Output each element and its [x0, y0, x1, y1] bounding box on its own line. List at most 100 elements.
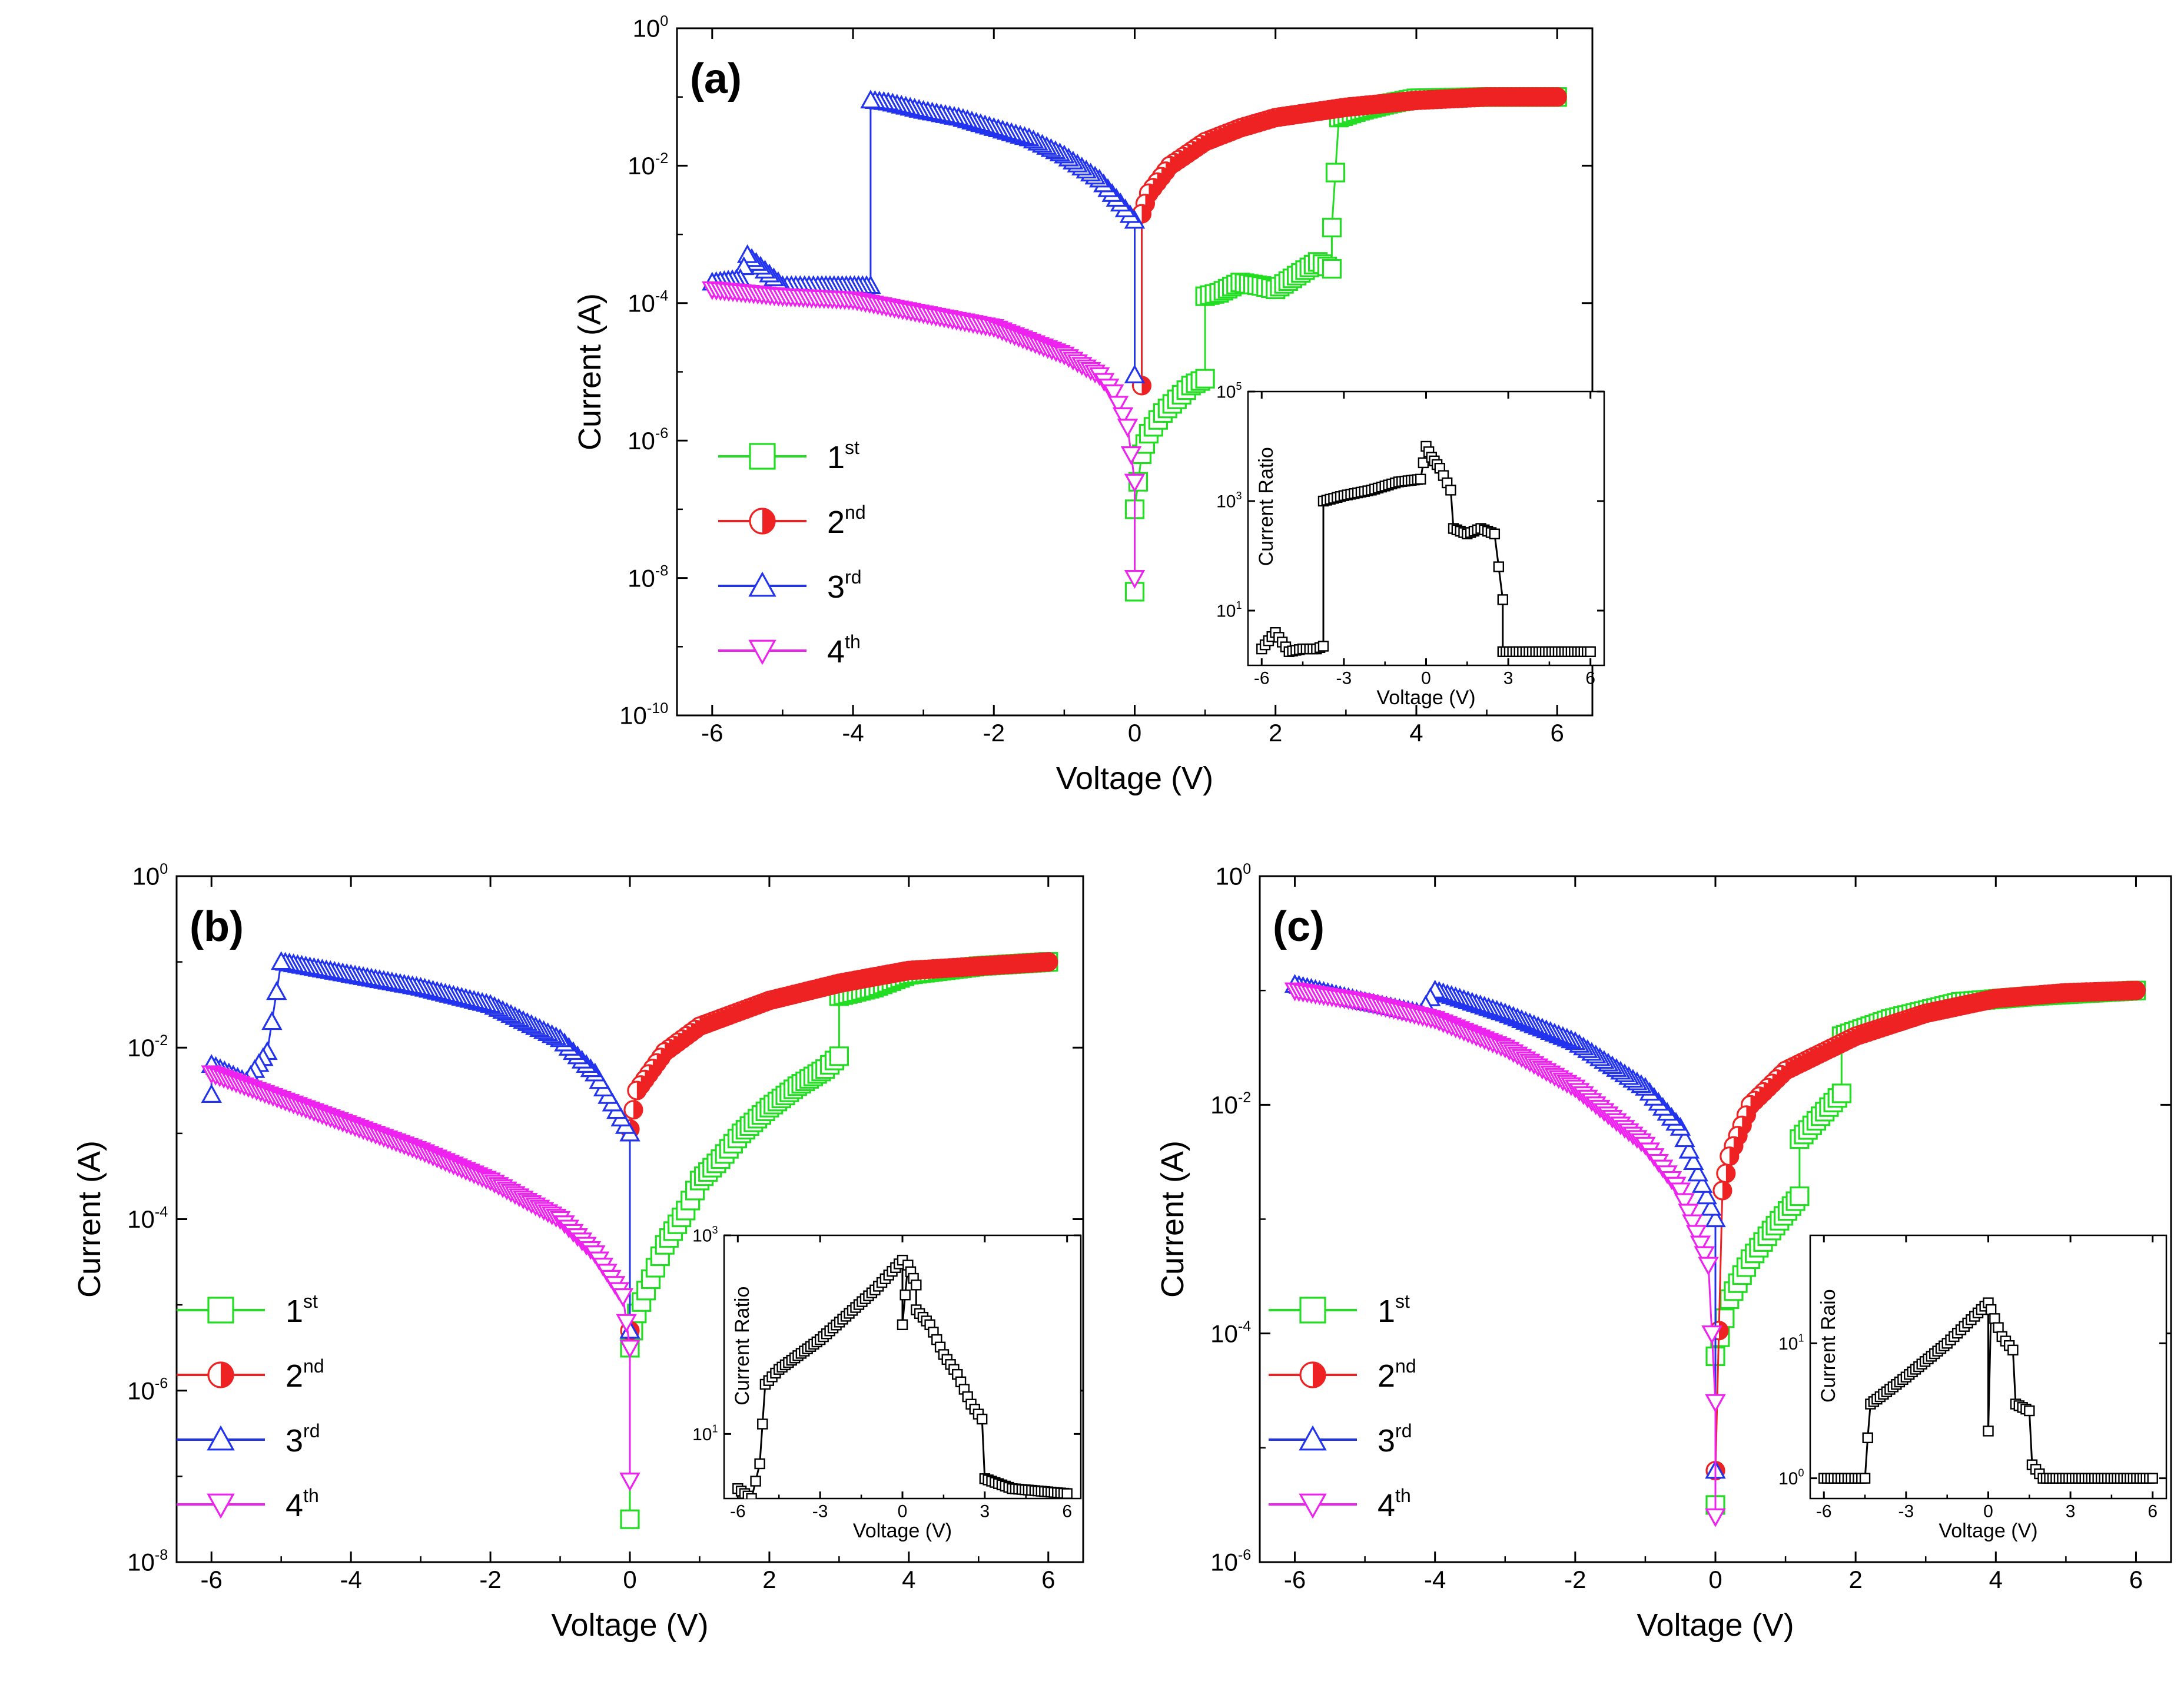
- y-tick-label: 101: [1778, 1332, 1804, 1354]
- x-tick-label: 0: [898, 1502, 908, 1521]
- legend-marker: [748, 571, 776, 597]
- x-tick-label: -6: [730, 1502, 746, 1521]
- series-ratio: [732, 1254, 1073, 1499]
- legend-label: 2nd: [827, 502, 866, 540]
- legend-label: 1st: [286, 1291, 318, 1329]
- x-axis-title: Voltage (V): [551, 1607, 708, 1643]
- legend-marker: [207, 1493, 235, 1519]
- y-tick-label: 10-2: [127, 1032, 168, 1062]
- data-point: [1418, 457, 1429, 469]
- legend-marker: [207, 1297, 234, 1324]
- legend-marker: [1299, 1493, 1327, 1519]
- data-point: [1698, 1257, 1719, 1276]
- legend-marker: [1299, 1425, 1327, 1451]
- data-point: [757, 1418, 768, 1430]
- x-tick-label: 4: [902, 1566, 915, 1593]
- y-tick-label: 10-6: [1210, 1547, 1251, 1576]
- series-2nd: [1131, 87, 1567, 396]
- legend-label: 4th: [286, 1485, 319, 1523]
- legend-label: 1st: [827, 437, 859, 475]
- y-axis-title: Current (A): [72, 1141, 107, 1298]
- data-point: [1061, 1488, 1073, 1499]
- data-point: [1117, 419, 1139, 438]
- data-point: [1696, 1185, 1717, 1205]
- data-point: [1195, 369, 1215, 389]
- data-point: [612, 1288, 633, 1307]
- y-tick-label: 101: [1216, 599, 1242, 621]
- panel-label: (b): [190, 903, 244, 950]
- data-point: [1317, 641, 1329, 652]
- data-point: [1585, 646, 1596, 657]
- x-tick-label: -6: [1254, 669, 1270, 688]
- x-tick-label: 2: [1269, 719, 1282, 747]
- legend-marker: [1299, 1297, 1326, 1324]
- panel-b: -6 -4 -2 0 2 4 6 10-8 10-6 10-4 10-2 100 Voltage (V)…: [72, 861, 1084, 1643]
- data-point: [1674, 1128, 1695, 1148]
- y-tick-label: 10-2: [628, 150, 668, 180]
- x-tick-label: -2: [983, 719, 1005, 747]
- data-point: [1983, 1426, 1994, 1437]
- data-point: [911, 1279, 922, 1291]
- y-tick-label: 100: [1778, 1467, 1804, 1489]
- legend-marker-fill: [1313, 1363, 1325, 1387]
- y-tick-label: 100: [633, 13, 669, 42]
- x-tick-label: -4: [1424, 1566, 1446, 1593]
- data-point: [1685, 1225, 1707, 1244]
- data-point: [1989, 1313, 2000, 1324]
- x-tick-label: 0: [623, 1566, 636, 1593]
- data-point: [266, 981, 287, 1000]
- legend: 1st 2nd 3rd 4th: [177, 1291, 324, 1523]
- series-4th: [1284, 982, 1726, 1527]
- x-tick-label: 4: [1409, 719, 1423, 747]
- data-point: [1669, 1182, 1691, 1202]
- y-tick-label: 10-6: [628, 425, 668, 455]
- data-point: [1859, 1473, 1871, 1484]
- x-tick-label: 3: [2066, 1502, 2076, 1521]
- data-point: [1683, 1151, 1704, 1171]
- y-tick-label: 101: [692, 1423, 718, 1444]
- inset-y-axis-title: Current Ratio: [731, 1287, 754, 1405]
- x-tick-label: 0: [1983, 1502, 1993, 1521]
- data-point: [1985, 1304, 1997, 1315]
- x-tick-label: -6: [701, 719, 723, 747]
- data-point: [1489, 528, 1501, 539]
- x-tick-label: -3: [1336, 669, 1352, 688]
- inset-y-axis-title: Current Raio: [1817, 1289, 1840, 1403]
- data-point: [746, 1493, 757, 1499]
- x-tick-label: -4: [842, 719, 864, 747]
- data-point: [1124, 473, 1146, 493]
- legend-label: 4th: [1378, 1485, 1411, 1523]
- x-tick-label: 6: [1041, 1566, 1055, 1593]
- x-axis-title: Voltage (V): [1056, 761, 1213, 796]
- inset: -6 -3 0 3 6 101 103 Voltage (V) Current Ratio: [692, 1224, 1082, 1542]
- inset-y-axis-title: Current Ratio: [1255, 447, 1277, 566]
- panel-c: -6 -4 -2 0 2 4 6 10-6 10-4 10-2 100 Voltage (V) Curr…: [1155, 861, 2172, 1643]
- data-point: [1493, 561, 1505, 572]
- data-point: [1415, 473, 1426, 485]
- y-tick-label: 10-4: [127, 1204, 168, 1233]
- series-2nd: [1705, 980, 2146, 1481]
- data-point: [1124, 364, 1146, 383]
- series-3rd: [702, 89, 1146, 383]
- x-tick-label: -6: [201, 1566, 223, 1593]
- data-point: [1445, 485, 1456, 496]
- data-point: [1694, 1246, 1715, 1265]
- legend-marker: [207, 1425, 235, 1451]
- legend-label: 2nd: [286, 1355, 324, 1394]
- legend-label: 3rd: [1378, 1420, 1412, 1458]
- data-point: [270, 951, 292, 970]
- x-tick-label: 3: [980, 1502, 990, 1521]
- panel-label: (c): [1273, 903, 1325, 950]
- data-point: [1862, 1432, 1873, 1444]
- data-point: [619, 1340, 640, 1359]
- x-axis-title: Voltage (V): [1637, 1607, 1794, 1643]
- data-point: [1993, 1322, 2004, 1333]
- y-axis-title: Current (A): [572, 293, 608, 450]
- legend-label: 2nd: [1378, 1355, 1416, 1394]
- x-tick-label: 4: [1989, 1566, 2003, 1593]
- data-point: [1322, 258, 1342, 279]
- y-tick-label: 10-8: [628, 562, 668, 592]
- x-tick-label: 6: [2129, 1566, 2143, 1593]
- data-point: [1701, 1325, 1722, 1344]
